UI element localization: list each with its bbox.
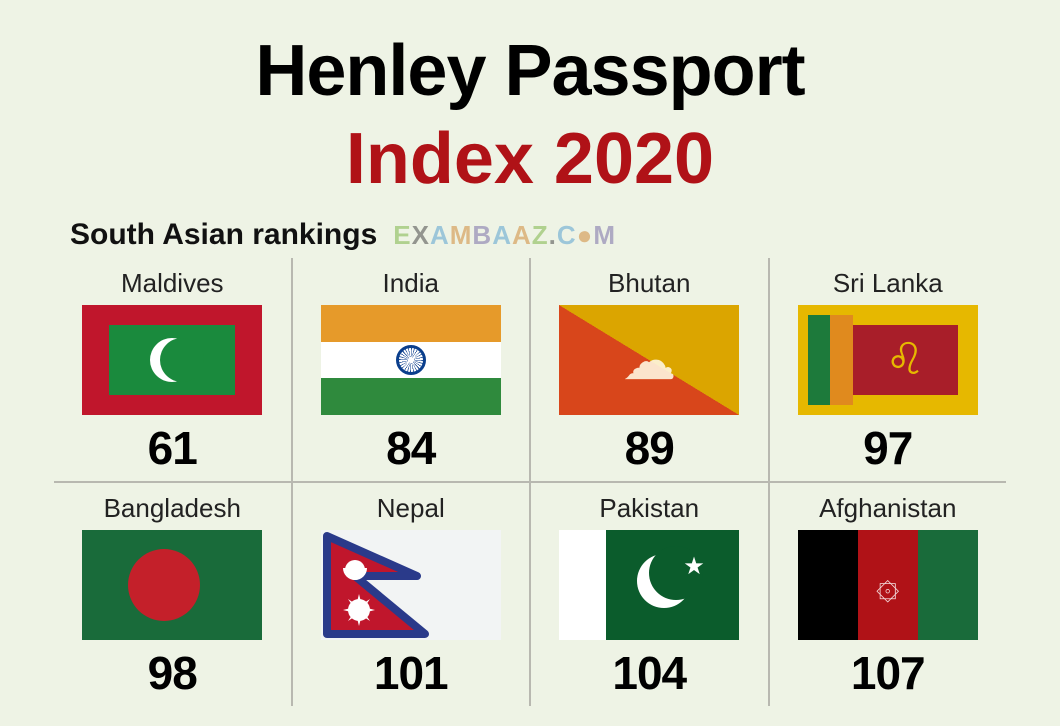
country-name: Sri Lanka [776, 268, 1001, 299]
grid-row: Bangladesh98Nepal101Pakistan★104Afghanis… [54, 483, 1006, 706]
rank-value: 101 [299, 646, 524, 700]
flag-bd [60, 530, 285, 640]
rank-value: 97 [776, 421, 1001, 475]
country-cell: Nepal 101 [293, 483, 532, 706]
country-cell: Sri Lanka ♌︎ 97 [770, 258, 1007, 481]
watermark-logo: EXAMBAAZ.C●M [393, 220, 616, 251]
country-cell: Bangladesh 98 [54, 483, 293, 706]
country-name: Bangladesh [60, 493, 285, 524]
country-name: Afghanistan [776, 493, 1001, 524]
rank-value: 107 [776, 646, 1001, 700]
section-label: South Asian rankings [70, 218, 377, 252]
title-block: Henley Passport Index 2020 [0, 0, 1060, 200]
flag-mv [60, 305, 285, 415]
grid-row: Maldives 61 India 84 Bhutan 89 Sri Lanka ♌︎ 97 [54, 258, 1006, 483]
country-cell: Maldives 61 [54, 258, 293, 481]
flag-lk: ♌︎ [776, 305, 1001, 415]
flag-in [299, 305, 524, 415]
country-cell: Pakistan ★ 104 [531, 483, 770, 706]
country-cell: Afghanistan ۞ 107 [770, 483, 1007, 706]
country-name: Maldives [60, 268, 285, 299]
rankings-grid: Maldives 61 India 84 Bhutan 89 Sri Lanka ♌︎ 97 Ba… [54, 258, 1006, 706]
rank-value: 98 [60, 646, 285, 700]
country-name: Bhutan [537, 268, 762, 299]
rank-value: 89 [537, 421, 762, 475]
country-name: India [299, 268, 524, 299]
country-name: Pakistan [537, 493, 762, 524]
country-name: Nepal [299, 493, 524, 524]
rank-value: 84 [299, 421, 524, 475]
flag-pk: ★ [537, 530, 762, 640]
section-row: South Asian rankings EXAMBAAZ.C●M [70, 218, 1060, 252]
country-cell: Bhutan 89 [531, 258, 770, 481]
title-line1: Henley Passport [0, 30, 1060, 112]
flag-bt [537, 305, 762, 415]
flag-af: ۞ [776, 530, 1001, 640]
flag-np [299, 530, 524, 640]
title-line2: Index 2020 [0, 118, 1060, 200]
rank-value: 61 [60, 421, 285, 475]
country-cell: India 84 [293, 258, 532, 481]
rank-value: 104 [537, 646, 762, 700]
